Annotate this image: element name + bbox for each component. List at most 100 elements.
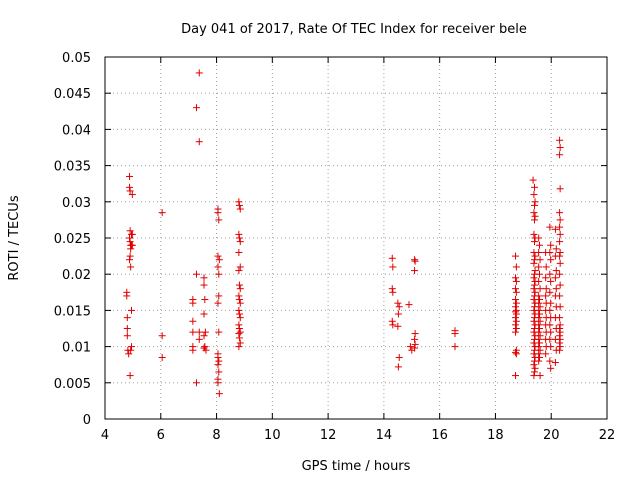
data-point (406, 343, 414, 351)
data-point (535, 335, 543, 343)
data-point (547, 299, 555, 307)
data-point (512, 252, 520, 260)
data-point (530, 216, 538, 224)
y-tick-label: 0.005 (54, 377, 91, 392)
data-point (235, 325, 243, 332)
data-point (235, 306, 243, 314)
data-point (530, 361, 538, 369)
data-point (512, 350, 520, 358)
data-point (388, 285, 396, 293)
data-point (236, 339, 244, 347)
data-point (536, 256, 544, 264)
data-point (536, 310, 544, 318)
data-point (214, 353, 222, 361)
data-point (531, 252, 539, 260)
y-axis-label: ROTI / TECUs (7, 195, 22, 280)
data-point (215, 368, 223, 376)
data-point (189, 346, 197, 354)
data-point (128, 191, 136, 199)
data-points (123, 69, 564, 398)
data-point (192, 104, 200, 112)
y-tick-label: 0.01 (62, 341, 91, 356)
data-point (512, 328, 520, 336)
data-point (411, 344, 419, 352)
data-point (551, 225, 559, 233)
data-point (530, 281, 538, 289)
data-point (535, 234, 543, 242)
data-point (535, 306, 543, 314)
data-point (235, 201, 243, 209)
data-point (395, 303, 403, 311)
data-point (411, 340, 419, 348)
data-point (542, 263, 550, 271)
data-point (126, 187, 134, 195)
data-point (405, 301, 413, 309)
data-point (158, 332, 166, 340)
data-point (236, 299, 244, 307)
data-point (556, 270, 564, 278)
chart-title: Day 041 of 2017, Rate Of TEC Index for r… (181, 22, 527, 37)
data-point (535, 350, 543, 358)
data-point (389, 321, 397, 329)
data-point (126, 227, 134, 235)
data-point (530, 183, 538, 191)
data-point (126, 172, 134, 180)
data-point (512, 299, 520, 307)
data-point (236, 285, 244, 293)
data-point (395, 353, 403, 361)
data-point (451, 343, 459, 351)
data-point (127, 343, 135, 351)
data-point (128, 241, 136, 249)
data-point (536, 332, 544, 340)
data-point (556, 328, 564, 336)
data-point (214, 361, 222, 369)
x-tick-label: 12 (320, 428, 337, 443)
y-tick-label: 0.015 (54, 304, 91, 319)
data-point (236, 238, 244, 246)
data-point (531, 198, 539, 206)
data-point (512, 372, 520, 380)
data-point (512, 263, 520, 271)
data-point (531, 212, 539, 220)
y-tick-label: 0.03 (62, 196, 91, 211)
data-point (551, 359, 559, 367)
data-point (215, 216, 223, 224)
data-point (411, 267, 419, 275)
data-point (547, 277, 555, 285)
data-point (200, 344, 208, 352)
data-point (411, 257, 419, 265)
data-point (547, 364, 555, 372)
data-point (536, 241, 544, 249)
data-point (546, 248, 554, 256)
data-point (215, 256, 223, 264)
data-point (536, 325, 544, 332)
data-point (542, 285, 550, 293)
data-point (235, 343, 243, 351)
data-point (551, 274, 559, 282)
data-point (411, 335, 419, 343)
y-tick-label: 0.02 (62, 268, 91, 283)
data-point (536, 270, 544, 278)
data-point (192, 270, 200, 278)
data-point (536, 317, 544, 325)
x-tick-label: 10 (264, 428, 281, 443)
data-point (556, 136, 564, 144)
data-point (201, 343, 209, 351)
data-point (531, 288, 539, 296)
data-point (200, 332, 208, 340)
data-point (123, 292, 131, 300)
y-tick-label: 0.05 (62, 51, 91, 66)
data-point (556, 252, 564, 260)
data-point (512, 310, 520, 318)
data-point (556, 144, 564, 151)
x-axis-label: GPS time / hours (302, 459, 411, 474)
data-point (529, 176, 537, 184)
data-point (556, 281, 564, 289)
data-point (235, 248, 243, 256)
x-tick-label: 22 (599, 428, 616, 443)
data-point (235, 330, 243, 338)
data-point (195, 328, 203, 336)
data-point (127, 263, 135, 271)
data-point (556, 230, 564, 238)
